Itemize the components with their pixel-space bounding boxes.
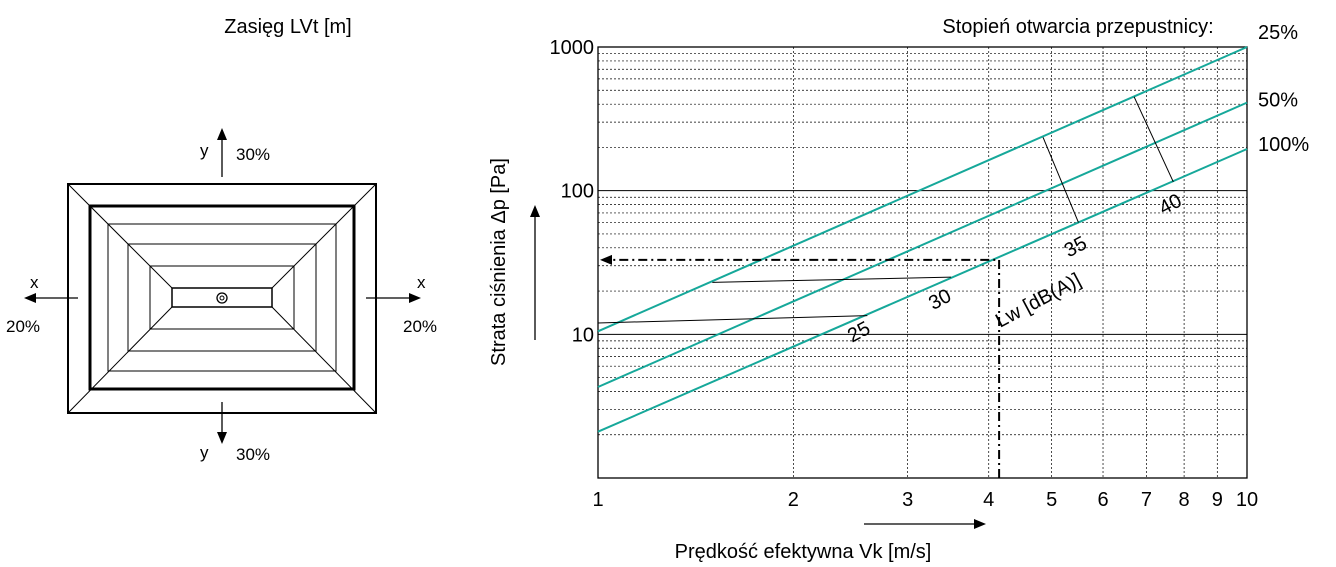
diffuser-plan [67, 183, 377, 414]
sound-level-line [1133, 96, 1174, 183]
series-lines: 25% 50% 100% [597, 22, 1309, 433]
right-percent: 20% [403, 317, 437, 336]
y-axis-label: Strata ciśnienia Δp [Pa] [488, 158, 510, 366]
arrow-left-icon [24, 293, 36, 303]
series-line [597, 148, 1248, 433]
center-screw-icon [216, 292, 228, 304]
y-tick-label: 1000 [550, 37, 595, 59]
x-tick-label: 6 [1097, 489, 1108, 511]
diagram-title: Zasięg LVt [m] [224, 16, 351, 38]
x-axis-label: Prędkość efektywna Vk [m/s] [675, 541, 932, 563]
x-tick-label: 10 [1236, 489, 1258, 511]
bottom-percent: 30% [236, 445, 270, 464]
series-label: 50% [1258, 90, 1298, 112]
arrow-right-icon [409, 293, 421, 303]
y-tick-label: 100 [561, 181, 594, 203]
example-arrow-icon [600, 254, 612, 265]
plot-border [597, 46, 1248, 479]
x-tick-label: 3 [902, 489, 913, 511]
arrow-up-icon [217, 128, 227, 140]
left-percent: 20% [6, 317, 40, 336]
x-tick-label: 9 [1212, 489, 1223, 511]
series-line [597, 101, 1248, 388]
legend-title: Stopień otwarcia przepustnicy: [942, 16, 1213, 38]
plot-frame [597, 46, 1248, 479]
example-path [610, 258, 1001, 478]
x-tick-label: 1 [592, 489, 603, 511]
x-tick-label: 2 [788, 489, 799, 511]
sound-level-label: 30 [925, 285, 955, 315]
sound-level-label: 35 [1061, 232, 1091, 262]
chart-grid [598, 47, 1247, 478]
sound-unit-label: Lw [dB(A)] [992, 269, 1085, 332]
right-axis-label: x [417, 273, 426, 292]
top-axis-label: y [200, 141, 209, 160]
y-tick-label: 10 [572, 324, 594, 346]
bottom-axis-label: y [200, 443, 209, 462]
series-line [597, 46, 1248, 333]
sound-level-line [1042, 137, 1079, 223]
x-tick-label: 4 [983, 489, 994, 511]
y-direction-arrow-icon [530, 205, 540, 217]
axis-direction-arrows [530, 205, 986, 529]
x-tick-label: 5 [1046, 489, 1057, 511]
sound-level-line [597, 315, 868, 324]
arrow-down-icon [217, 432, 227, 444]
series-label: 25% [1258, 22, 1298, 44]
tick-labels: 1 2 3 4 5 6 7 8 9 10 10 100 1000 [550, 37, 1259, 511]
example-reading [600, 254, 1001, 478]
sound-level-label: 40 [1156, 190, 1186, 220]
x-direction-arrow-icon [974, 519, 986, 529]
x-tick-label: 7 [1141, 489, 1152, 511]
diffuser-diagram: Zasięg LVt [m] y 30% [6, 16, 437, 464]
series-label: 100% [1258, 134, 1309, 156]
sound-level-line [712, 276, 952, 283]
throw-arrows [24, 128, 421, 444]
x-tick-label: 8 [1179, 489, 1190, 511]
top-percent: 30% [236, 145, 270, 164]
left-axis-label: x [30, 273, 39, 292]
